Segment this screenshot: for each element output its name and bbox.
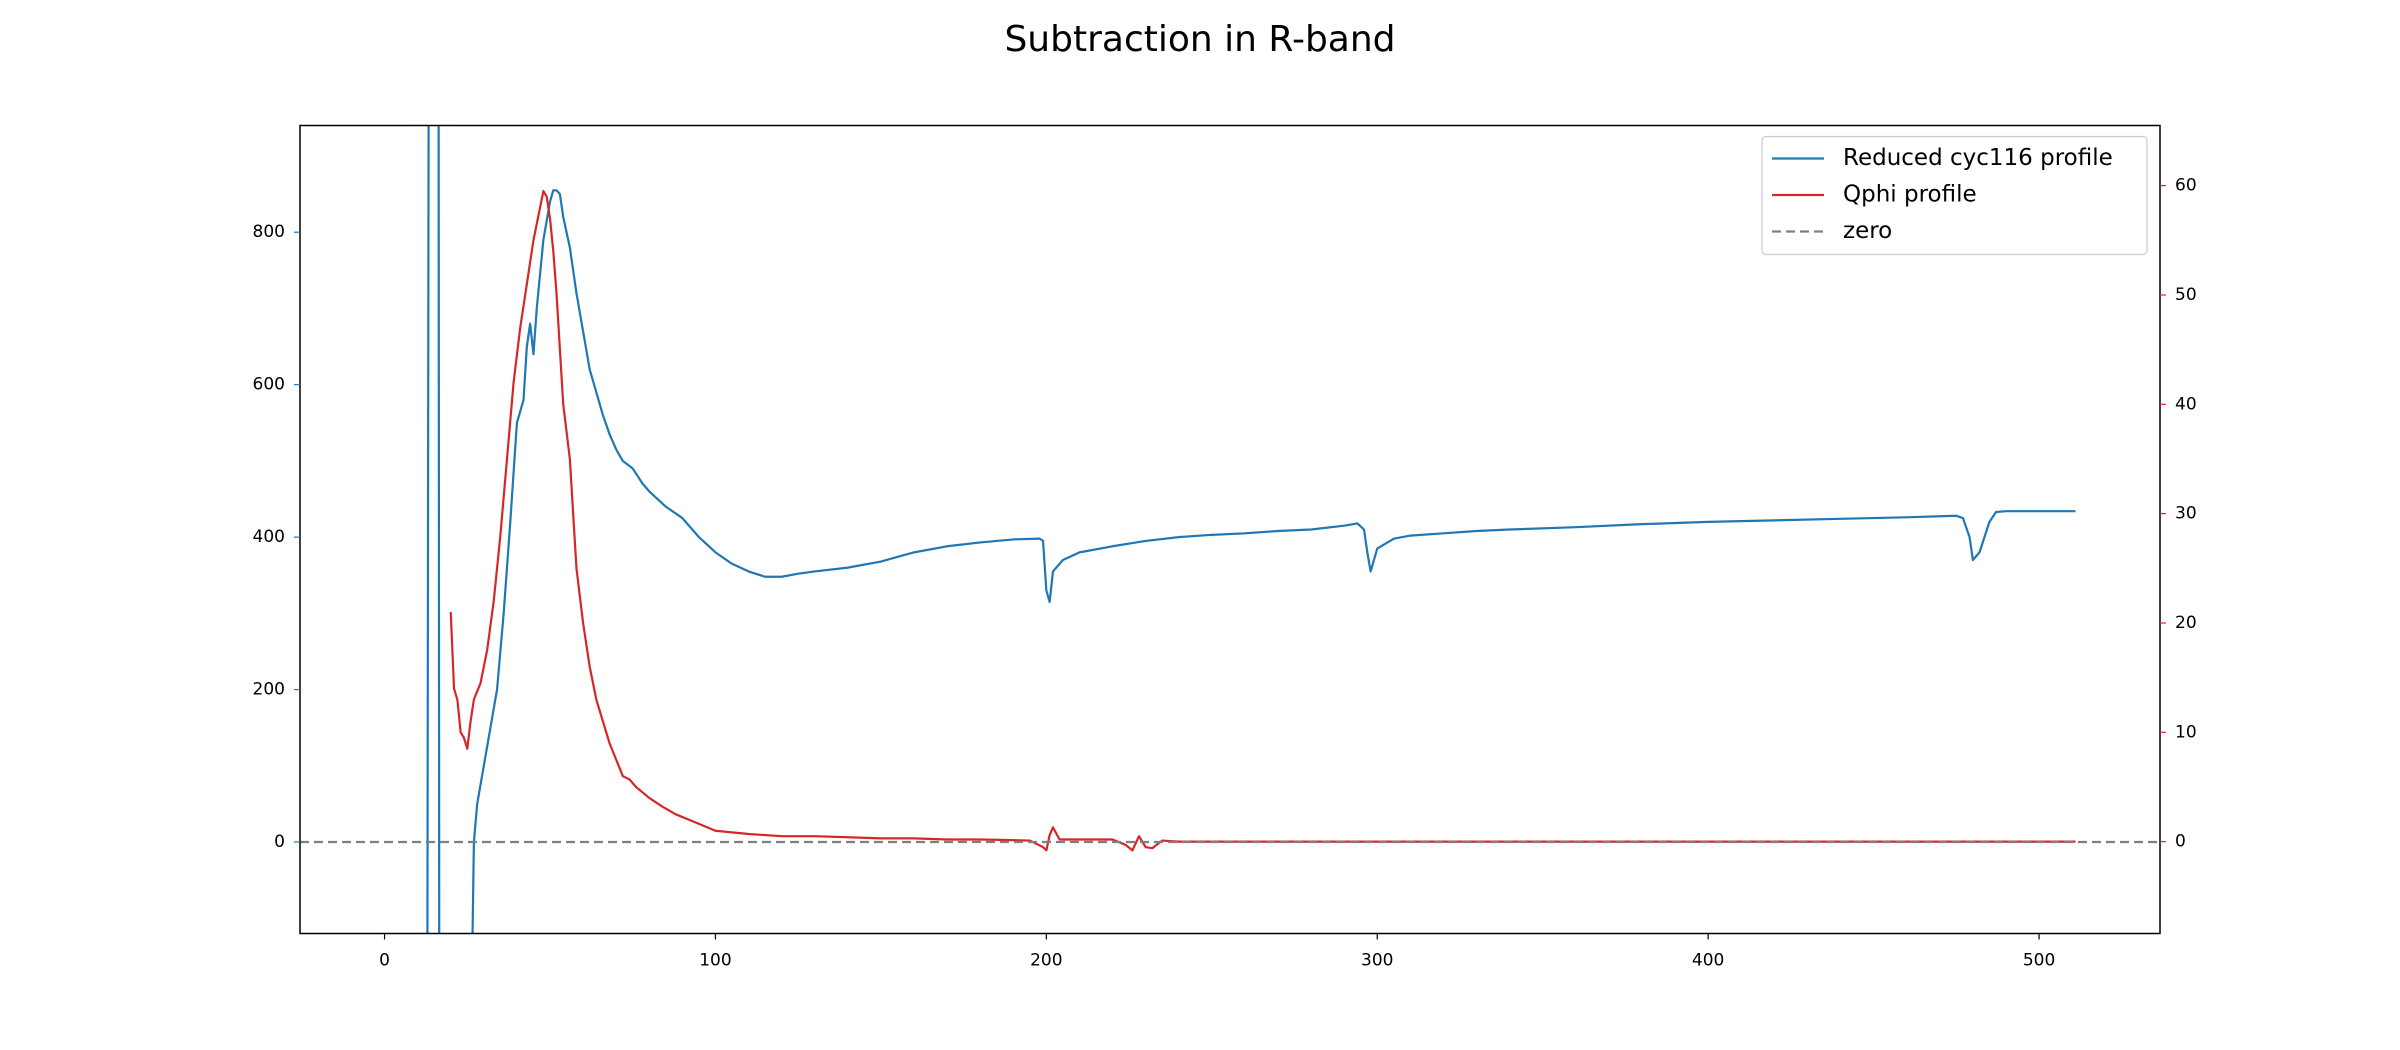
- x-tick-label: 500: [2023, 951, 2055, 971]
- y-tick-label: 400: [253, 527, 285, 547]
- y-tick-label: 0: [274, 832, 285, 852]
- y2-tick-label: 50: [2175, 285, 2197, 305]
- x-tick-label: 100: [699, 951, 731, 971]
- x-tick-label: 0: [379, 951, 390, 971]
- series-line: [449, 190, 2076, 852]
- legend-label: zero: [1843, 218, 1892, 244]
- legend-label: Reduced cyc116 profile: [1843, 145, 2113, 171]
- y2-tick-label: 20: [2175, 613, 2197, 633]
- x-tick-label: 200: [1030, 951, 1062, 971]
- plot-area: [300, 125, 2160, 934]
- y2-tick-label: 10: [2175, 722, 2197, 742]
- series-line: [426, 125, 2076, 934]
- y2-tick-label: 30: [2175, 504, 2197, 524]
- y-tick-label: 200: [253, 680, 285, 700]
- y2-tick-label: 40: [2175, 394, 2197, 414]
- x-tick-label: 400: [1692, 951, 1724, 971]
- y2-tick-label: 0: [2175, 832, 2186, 852]
- y-tick-label: 600: [253, 375, 285, 395]
- y2-tick-label: 60: [2175, 176, 2197, 196]
- axes-frame: [299, 124, 2161, 935]
- legend-label: Qphi profile: [1843, 182, 1977, 208]
- x-tick-label: 300: [1361, 951, 1393, 971]
- legend-box: [1761, 135, 2148, 256]
- chart-title: Subtraction in R-band: [1004, 19, 1395, 60]
- y-tick-label: 800: [253, 222, 285, 242]
